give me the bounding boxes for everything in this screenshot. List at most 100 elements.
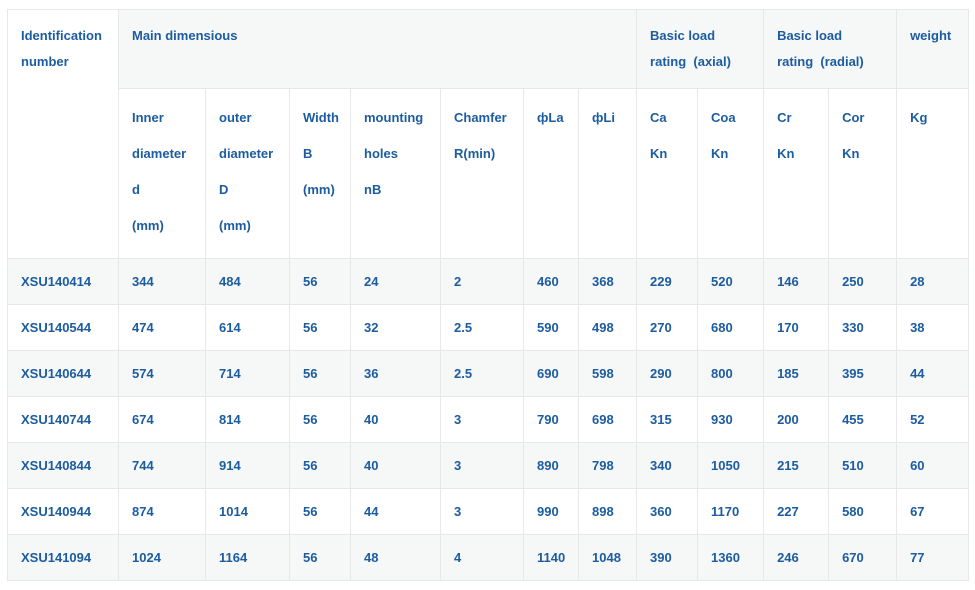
value-cell: 368 [577, 258, 638, 305]
value-cell: 52 [896, 396, 970, 443]
value-cell: 3 [440, 442, 524, 489]
row-id-cell: XSU140644 [7, 350, 119, 397]
value-cell: 56 [289, 304, 351, 351]
value-cell: 3 [440, 488, 524, 535]
header-inner-diameter: Inner diameter d (mm) [118, 88, 206, 259]
value-cell: 1024 [118, 534, 206, 581]
value-cell: 4 [440, 534, 524, 581]
value-cell: 800 [697, 350, 765, 397]
value-cell: 290 [636, 350, 699, 397]
value-cell: 360 [636, 488, 699, 535]
value-cell: 714 [205, 350, 290, 397]
row-id-cell: XSU140944 [7, 488, 119, 535]
table-row: XSU140544 474 614 56 32 2.5 590 498 270 680 170 330… [7, 304, 970, 351]
value-cell: 510 [828, 442, 898, 489]
value-cell: 227 [763, 488, 830, 535]
row-id-cell: XSU140744 [7, 396, 119, 443]
value-cell: 246 [763, 534, 830, 581]
value-cell: 77 [896, 534, 970, 581]
value-cell: 3 [440, 396, 524, 443]
value-cell: 498 [577, 304, 638, 351]
row-id-cell: XSU140544 [7, 304, 119, 351]
table-row: XSU140644 574 714 56 36 2.5 690 598 290 800 185 395… [7, 350, 970, 397]
value-cell: 574 [118, 350, 206, 397]
value-cell: 315 [636, 396, 699, 443]
value-cell: 598 [577, 350, 638, 397]
value-cell: 670 [828, 534, 898, 581]
value-cell: 28 [896, 258, 970, 305]
header-cr-kn: Cr Kn [763, 88, 830, 259]
value-cell: 67 [896, 488, 970, 535]
value-cell: 930 [697, 396, 765, 443]
header-ca-kn: Ca Kn [636, 88, 699, 259]
header-weight: weight [896, 9, 970, 89]
value-cell: 395 [828, 350, 898, 397]
header-phi-li: фLi [577, 88, 638, 259]
table-body: XSU140414 344 484 56 24 2 460 368 229 520 146 250 28… [7, 258, 970, 581]
header-outer-diameter: outer diameter D (mm) [205, 88, 290, 259]
value-cell: 44 [350, 488, 441, 535]
table-row: XSU140944 874 1014 56 44 3 990 898 360 1170 227 580… [7, 488, 970, 535]
value-cell: 1140 [523, 534, 579, 581]
value-cell: 614 [205, 304, 290, 351]
value-cell: 674 [118, 396, 206, 443]
value-cell: 48 [350, 534, 441, 581]
value-cell: 330 [828, 304, 898, 351]
value-cell: 744 [118, 442, 206, 489]
value-cell: 56 [289, 534, 351, 581]
value-cell: 898 [577, 488, 638, 535]
value-cell: 340 [636, 442, 699, 489]
value-cell: 40 [350, 396, 441, 443]
group-header-row: Identification number Main dimensious Ba… [7, 9, 970, 259]
value-cell: 2.5 [440, 350, 524, 397]
value-cell: 229 [636, 258, 699, 305]
value-cell: 698 [577, 396, 638, 443]
header-basic-load-radial: Basic load rating (radial) [763, 9, 898, 89]
value-cell: 460 [523, 258, 579, 305]
header-chamfer: Chamfer R(min) [440, 88, 524, 259]
header-mounting-holes: mounting holes nB [350, 88, 441, 259]
bearing-spec-table: Identification number Main dimensious Ba… [7, 9, 970, 581]
value-cell: 580 [828, 488, 898, 535]
table-row: XSU140744 674 814 56 40 3 790 698 315 930 200 455 52 [7, 396, 970, 443]
value-cell: 38 [896, 304, 970, 351]
value-cell: 56 [289, 350, 351, 397]
header-identification-number: Identification number [7, 9, 119, 259]
value-cell: 1050 [697, 442, 765, 489]
value-cell: 44 [896, 350, 970, 397]
value-cell: 690 [523, 350, 579, 397]
value-cell: 32 [350, 304, 441, 351]
value-cell: 215 [763, 442, 830, 489]
header-main-dimensions: Main dimensious [117, 9, 638, 89]
header-cor-kn: Cor Kn [828, 88, 898, 259]
value-cell: 455 [828, 396, 898, 443]
value-cell: 484 [205, 258, 290, 305]
value-cell: 990 [523, 488, 579, 535]
value-cell: 200 [763, 396, 830, 443]
value-cell: 250 [828, 258, 898, 305]
header-width-b: Width B (mm) [289, 88, 351, 259]
value-cell: 1014 [205, 488, 290, 535]
value-cell: 60 [896, 442, 970, 489]
value-cell: 2 [440, 258, 524, 305]
table-row: XSU140844 744 914 56 40 3 890 798 340 1050 215 510 6… [7, 442, 970, 489]
value-cell: 1164 [205, 534, 290, 581]
value-cell: 2.5 [440, 304, 524, 351]
value-cell: 40 [350, 442, 441, 489]
value-cell: 344 [118, 258, 206, 305]
value-cell: 890 [523, 442, 579, 489]
header-basic-load-axial: Basic load rating (axial) [636, 9, 765, 89]
value-cell: 185 [763, 350, 830, 397]
sub-header-row: Inner diameter d (mm) outer diameter D (… [8, 88, 970, 259]
value-cell: 24 [350, 258, 441, 305]
table-row: XSU140414 344 484 56 24 2 460 368 229 520 146 250 28 [7, 258, 970, 305]
value-cell: 680 [697, 304, 765, 351]
header-phi-la: фLa [523, 88, 579, 259]
value-cell: 36 [350, 350, 441, 397]
value-cell: 146 [763, 258, 830, 305]
table-row: XSU141094 1024 1164 56 48 4 1140 1048 390 1360 246… [7, 534, 970, 581]
value-cell: 798 [577, 442, 638, 489]
value-cell: 170 [763, 304, 830, 351]
value-cell: 1048 [577, 534, 638, 581]
